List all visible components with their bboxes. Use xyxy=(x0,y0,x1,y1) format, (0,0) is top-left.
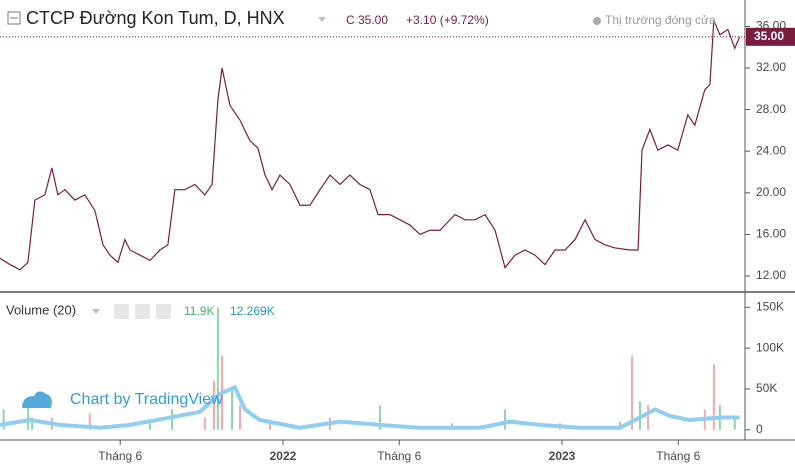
price-change: +3.10 (+9.72%) xyxy=(406,13,489,27)
volume-ma-value: 12.269K xyxy=(230,304,275,318)
volume-bar xyxy=(171,409,174,430)
x-tick-label: 2023 xyxy=(549,449,576,463)
x-tick-label: Tháng 6 xyxy=(656,449,700,463)
watermark: Chart by TradingView xyxy=(70,391,223,408)
volume-bar xyxy=(88,413,91,430)
volume-bar xyxy=(216,307,219,430)
close-icon[interactable] xyxy=(156,304,171,319)
volume-bar xyxy=(630,356,633,430)
close-prefix: C xyxy=(346,13,355,27)
volume-bar xyxy=(733,417,736,430)
dropdown-arrow[interactable] xyxy=(318,17,326,22)
volume-bar xyxy=(212,380,215,430)
x-tick-label: Tháng 6 xyxy=(98,449,142,463)
volume-y-tick-label: 0 xyxy=(756,422,763,436)
volume-bar xyxy=(203,417,206,430)
y-tick-label: 32.00 xyxy=(756,60,786,74)
last-price-label: 35.00 xyxy=(754,29,784,43)
volume-bar xyxy=(231,388,234,430)
volume-value: 11.9K xyxy=(184,304,214,318)
volume-bar xyxy=(378,405,381,430)
volume-y-tick-label: 100K xyxy=(756,340,784,354)
volume-bar xyxy=(238,405,241,430)
volume-bar xyxy=(148,423,151,430)
market-status: Thị trường đóng cửa xyxy=(605,13,716,27)
volume-label: Volume (20) xyxy=(6,302,76,317)
volume-y-tick-label: 150K xyxy=(756,299,784,313)
symbol-title: CTCP Đường Kon Tum, D, HNX xyxy=(26,8,285,28)
status-dot xyxy=(593,17,601,25)
volume-bar xyxy=(712,364,715,430)
volume-bar xyxy=(504,409,507,430)
x-tick-label: 2022 xyxy=(270,449,297,463)
price-line xyxy=(0,19,741,271)
volume-bar xyxy=(268,421,271,430)
y-tick-label: 20.00 xyxy=(756,185,786,199)
y-tick-label: 12.00 xyxy=(756,268,786,282)
close-value: 35.00 xyxy=(358,13,388,27)
plot xyxy=(0,19,741,430)
volume-y-tick-label: 50K xyxy=(756,381,777,395)
x-tick-label: Tháng 6 xyxy=(377,449,421,463)
y-tick-label: 16.00 xyxy=(756,227,786,241)
y-tick-label: 24.00 xyxy=(756,143,786,157)
volume-bar xyxy=(31,417,34,430)
eye-icon[interactable] xyxy=(114,304,129,319)
volume-dropdown[interactable] xyxy=(92,309,100,314)
tv-logo xyxy=(22,391,52,408)
volume-ma-line xyxy=(0,385,740,430)
settings-icon[interactable] xyxy=(135,304,150,319)
last-price-tag xyxy=(746,27,795,46)
volume-bar xyxy=(647,405,650,430)
y-tick-label: 28.00 xyxy=(756,102,786,116)
volume-bar xyxy=(2,409,5,430)
volume-bar xyxy=(27,397,30,430)
